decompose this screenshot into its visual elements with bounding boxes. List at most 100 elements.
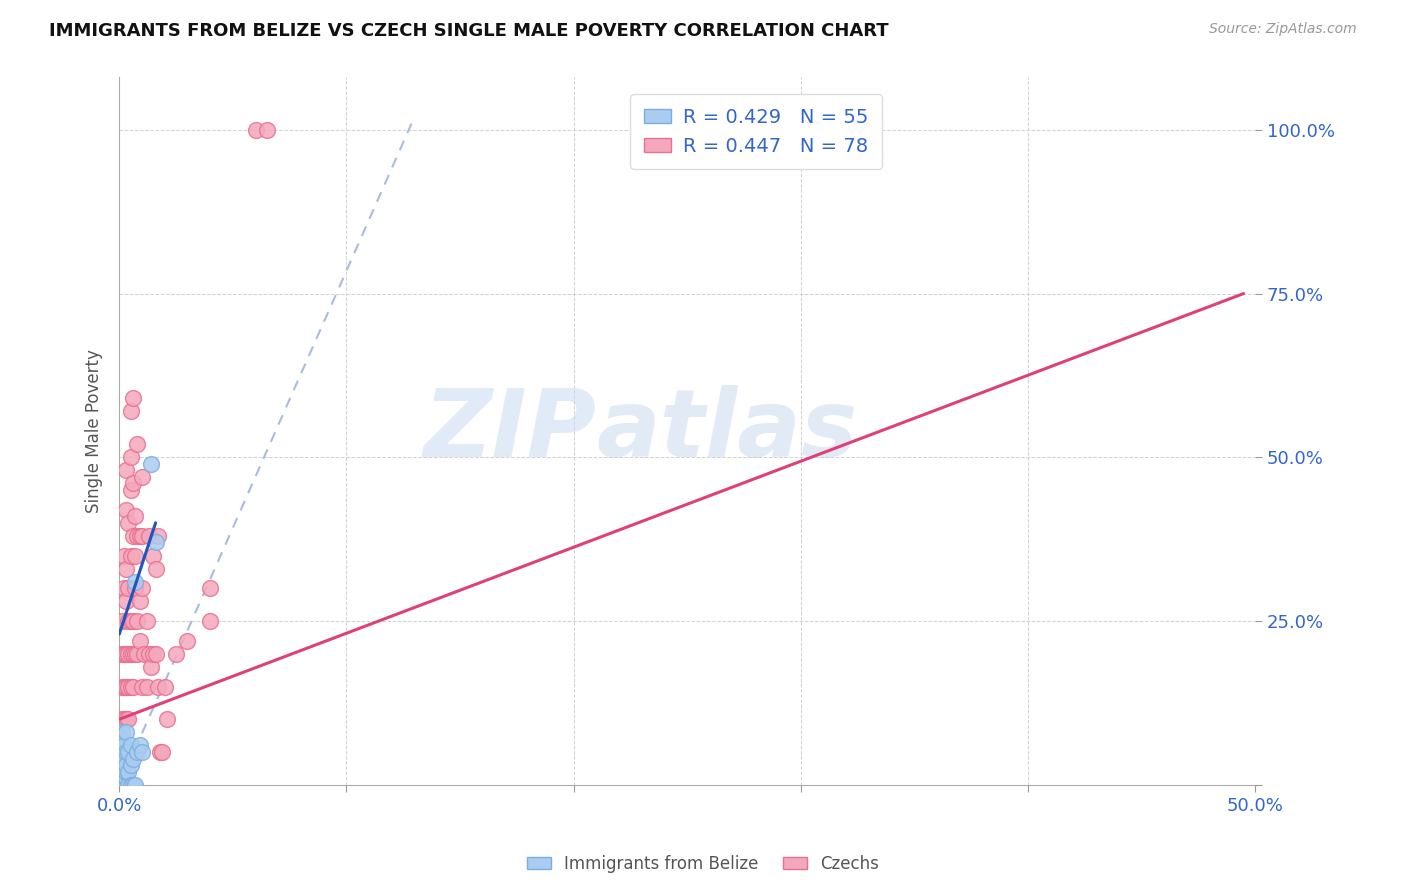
Point — [108, 745, 131, 759]
Point — [120, 614, 142, 628]
Point — [112, 647, 135, 661]
Point — [117, 647, 139, 661]
Point — [115, 725, 138, 739]
Point — [120, 450, 142, 465]
Point — [115, 594, 138, 608]
Point — [108, 768, 131, 782]
Point — [110, 712, 132, 726]
Point — [117, 516, 139, 530]
Point — [122, 529, 145, 543]
Point — [108, 764, 131, 779]
Point — [120, 549, 142, 563]
Point — [112, 712, 135, 726]
Point — [145, 561, 167, 575]
Text: Source: ZipAtlas.com: Source: ZipAtlas.com — [1209, 22, 1357, 37]
Legend: Immigrants from Belize, Czechs: Immigrants from Belize, Czechs — [520, 848, 886, 880]
Point — [108, 771, 131, 785]
Point — [149, 745, 172, 759]
Point — [110, 745, 132, 759]
Point — [108, 755, 131, 769]
Point — [128, 633, 150, 648]
Point — [108, 761, 131, 775]
Point — [115, 712, 138, 726]
Point — [135, 680, 157, 694]
Point — [127, 437, 149, 451]
Point — [131, 582, 153, 596]
Point — [110, 758, 132, 772]
Point — [115, 745, 138, 759]
Point — [112, 745, 135, 759]
Point — [110, 771, 132, 785]
Point — [108, 751, 131, 765]
Point — [131, 680, 153, 694]
Point — [245, 123, 267, 137]
Point — [117, 764, 139, 779]
Text: IMMIGRANTS FROM BELIZE VS CZECH SINGLE MALE POVERTY CORRELATION CHART: IMMIGRANTS FROM BELIZE VS CZECH SINGLE M… — [49, 22, 889, 40]
Point — [110, 761, 132, 775]
Point — [117, 582, 139, 596]
Point — [120, 680, 142, 694]
Point — [122, 614, 145, 628]
Text: ZIP: ZIP — [423, 385, 596, 477]
Point — [256, 123, 278, 137]
Point — [110, 731, 132, 746]
Point — [124, 778, 146, 792]
Point — [115, 502, 138, 516]
Point — [115, 778, 138, 792]
Point — [108, 758, 131, 772]
Point — [138, 529, 160, 543]
Point — [139, 457, 162, 471]
Point — [120, 483, 142, 497]
Point — [110, 680, 132, 694]
Point — [112, 771, 135, 785]
Point — [176, 633, 198, 648]
Point — [117, 778, 139, 792]
Point — [117, 712, 139, 726]
Point — [108, 735, 131, 749]
Point — [152, 745, 174, 759]
Point — [110, 764, 132, 779]
Point — [135, 614, 157, 628]
Point — [112, 758, 135, 772]
Point — [108, 748, 131, 763]
Point — [115, 758, 138, 772]
Point — [115, 764, 138, 779]
Point — [117, 745, 139, 759]
Point — [134, 647, 156, 661]
Y-axis label: Single Male Poverty: Single Male Poverty — [86, 349, 103, 513]
Point — [112, 582, 135, 596]
Point — [122, 647, 145, 661]
Point — [131, 470, 153, 484]
Point — [110, 768, 132, 782]
Point — [110, 647, 132, 661]
Point — [108, 774, 131, 789]
Point — [108, 758, 131, 772]
Point — [108, 771, 131, 785]
Point — [142, 647, 165, 661]
Point — [120, 404, 142, 418]
Point — [128, 529, 150, 543]
Point — [142, 549, 165, 563]
Point — [108, 739, 131, 753]
Point — [115, 463, 138, 477]
Point — [131, 529, 153, 543]
Point — [115, 647, 138, 661]
Point — [117, 614, 139, 628]
Point — [110, 774, 132, 789]
Point — [128, 739, 150, 753]
Point — [122, 476, 145, 491]
Point — [122, 392, 145, 406]
Point — [108, 729, 131, 743]
Point — [124, 549, 146, 563]
Point — [120, 739, 142, 753]
Point — [108, 745, 131, 759]
Point — [122, 778, 145, 792]
Point — [110, 751, 132, 765]
Point — [110, 614, 132, 628]
Point — [156, 712, 179, 726]
Point — [138, 647, 160, 661]
Point — [110, 745, 132, 759]
Point — [127, 529, 149, 543]
Point — [124, 574, 146, 589]
Point — [120, 758, 142, 772]
